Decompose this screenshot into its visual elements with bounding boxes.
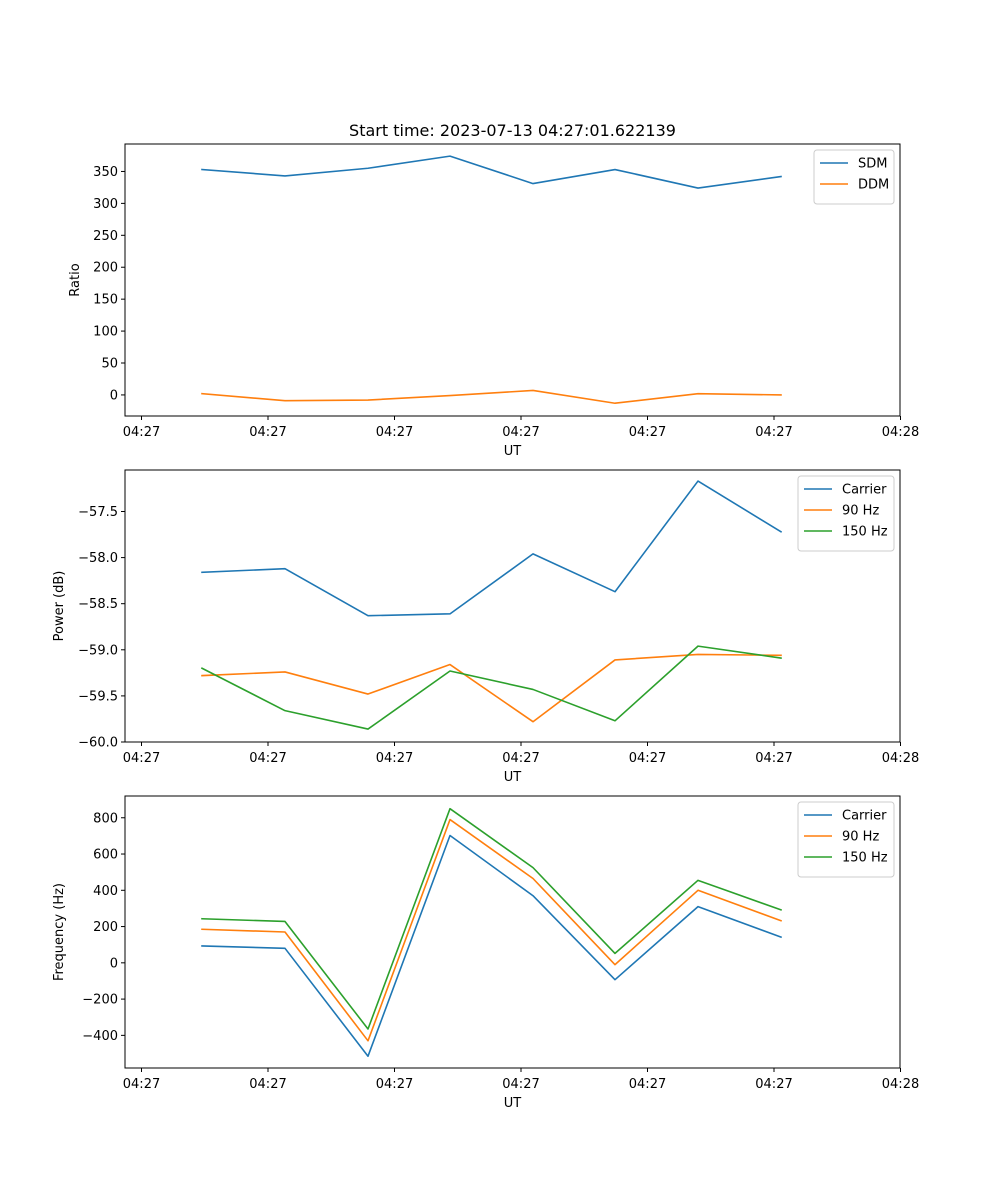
panel-2: −60.0 −59.5 −59.0 −58.5 −58.0 −57.5 04:27 04:27… (52, 469, 919, 785)
y-tick-label: 300 (93, 197, 118, 212)
series-line-ddm (201, 389, 782, 405)
x-tick-label: 04:27 (376, 1077, 413, 1092)
x-tick-label: 04:27 (629, 1077, 666, 1092)
y-tick-label: −59.5 (78, 689, 118, 704)
series-line-sdm (201, 155, 782, 189)
y-axis-label: Ratio (68, 263, 83, 296)
x-axis-label: UT (504, 444, 522, 459)
x-tick-label: 04:27 (376, 751, 413, 766)
panel-3: −400 −200 0 200 400 600 800 04:27 04:27 04:27 04:2… (52, 795, 919, 1111)
y-tick-label: −200 (82, 993, 118, 1008)
y-tick-label: 0 (110, 956, 118, 971)
x-tick-label: 04:27 (249, 425, 286, 440)
legend-label: 90 Hz (842, 504, 879, 519)
series-line-carrier (201, 834, 783, 1058)
y-tick-label: −58.5 (78, 597, 118, 612)
legend-box (797, 475, 895, 552)
y-tick-label: 400 (93, 884, 118, 899)
legend-label: 90 Hz (842, 830, 879, 845)
series-line-150-hz (200, 645, 782, 730)
x-tick-label: 04:27 (629, 751, 666, 766)
legend: SDM DDM (813, 149, 895, 205)
y-tick-label: 150 (93, 293, 118, 308)
y-tick-label: −59.0 (78, 643, 118, 658)
x-tick-label: 04:27 (755, 1077, 792, 1092)
series-line-150-hz (201, 807, 783, 1030)
x-tick-label: 04:27 (629, 425, 666, 440)
y-tick-label: 50 (101, 357, 118, 372)
y-axis-label: Power (dB) (52, 571, 67, 642)
y-tick-label: −57.5 (78, 505, 118, 520)
panels: 0 50 100 150 200 250 300 350 04:27 04:27 04:27 04:2… (52, 143, 919, 1111)
axes-frame (124, 143, 901, 417)
x-axis-label: UT (504, 1096, 522, 1111)
series-line-carrier (201, 480, 783, 617)
y-tick-label: 0 (110, 388, 118, 403)
y-tick-label: −58.0 (78, 551, 118, 566)
legend: Carrier 90 Hz 150 Hz (797, 801, 895, 878)
legend-box (797, 801, 895, 878)
legend-label: Carrier (842, 809, 887, 824)
x-tick-label: 04:28 (882, 751, 919, 766)
axes-frame (124, 795, 901, 1069)
y-tick-label: 600 (93, 848, 118, 863)
x-tick-label: 04:28 (882, 1077, 919, 1092)
y-tick-label: 800 (93, 811, 118, 826)
series-line-90-hz (201, 818, 783, 1042)
x-tick-label: 04:27 (249, 1077, 286, 1092)
x-tick-label: 04:27 (123, 425, 160, 440)
y-tick-label: 100 (93, 325, 118, 340)
legend-label: 150 Hz (842, 525, 888, 540)
panel-1: 0 50 100 150 200 250 300 350 04:27 04:27 04:27 04:2… (68, 143, 919, 459)
x-tick-label: 04:27 (376, 425, 413, 440)
x-tick-label: 04:27 (502, 1077, 539, 1092)
x-tick-label: 04:27 (502, 751, 539, 766)
legend-label: 150 Hz (842, 851, 888, 866)
x-tick-label: 04:27 (123, 1077, 160, 1092)
y-axis-label: Frequency (Hz) (52, 883, 67, 981)
x-tick-label: 04:27 (123, 751, 160, 766)
x-tick-label: 04:28 (882, 425, 919, 440)
x-tick-label: 04:27 (755, 425, 792, 440)
axes-frame (124, 469, 901, 743)
y-tick-label: 200 (93, 261, 118, 276)
x-tick-label: 04:27 (502, 425, 539, 440)
y-tick-label: 200 (93, 920, 118, 935)
legend-label: Carrier (842, 483, 887, 498)
x-axis-label: UT (504, 770, 522, 785)
x-tick-label: 04:27 (249, 751, 286, 766)
legend: Carrier 90 Hz 150 Hz (797, 475, 895, 552)
chart-title: Start time: 2023-07-13 04:27:01.622139 (349, 121, 676, 140)
y-tick-label: −60.0 (78, 736, 118, 751)
y-tick-label: 250 (93, 229, 118, 244)
y-tick-label: −400 (82, 1029, 118, 1044)
legend-label: SDM (858, 157, 887, 172)
y-tick-label: 350 (93, 165, 118, 180)
x-tick-label: 04:27 (755, 751, 792, 766)
series-line-90-hz (201, 653, 782, 723)
legend-label: DDM (858, 178, 889, 193)
